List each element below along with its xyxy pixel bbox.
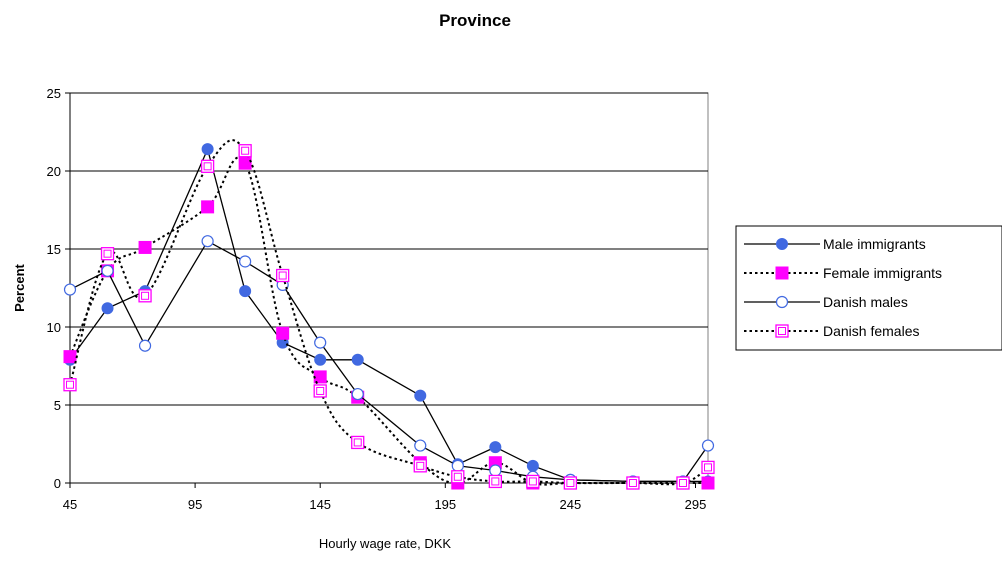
legend-marker-danish-females-inner <box>778 327 786 335</box>
data-point-danish-females <box>451 470 465 484</box>
data-point-danish-females <box>563 476 578 490</box>
data-point-male-immigrants <box>414 389 427 402</box>
legend: Male immigrants Female immigrants Danish m… <box>735 225 1002 351</box>
data-point-danish-females-inner <box>203 162 212 171</box>
data-point-danish-females <box>238 144 252 158</box>
data-point-female-immigrants <box>701 476 715 490</box>
data-point-danish-males <box>101 264 114 277</box>
plot-area: 0 5 10 15 20 25 45 95 145 195 245 295 <box>47 86 715 512</box>
data-point-male-immigrants <box>101 302 114 315</box>
data-point-female-immigrants <box>201 200 215 214</box>
data-point-female-immigrants <box>63 350 77 364</box>
data-point-female-immigrants <box>276 326 290 340</box>
data-point-danish-females <box>626 476 640 490</box>
data-point-danish-males <box>701 439 715 452</box>
data-point-danish-females-inner <box>353 438 362 447</box>
y-axis-title: Percent <box>12 263 27 311</box>
data-point-danish-males <box>489 464 502 477</box>
legend-marker-male-immigrants <box>776 238 788 250</box>
series-line-danish-males <box>69 240 709 483</box>
data-point-male-immigrants <box>314 353 327 366</box>
y-tick-label: 20 <box>47 164 61 179</box>
data-point-danish-females <box>63 378 77 392</box>
data-point-danish-females <box>526 474 540 489</box>
data-point-female-immigrants <box>313 370 327 384</box>
x-tick-label: 295 <box>685 497 707 512</box>
chart-title: Province <box>439 11 511 30</box>
data-point-danish-females-inner <box>241 146 250 155</box>
data-point-danish-females-inner <box>528 477 537 486</box>
data-point-danish-females <box>276 268 290 283</box>
data-point-male-immigrants <box>489 441 502 454</box>
data-point-danish-females-inner <box>566 479 575 487</box>
y-tick-label: 25 <box>47 86 61 101</box>
data-point-female-immigrants <box>138 240 152 254</box>
data-point-danish-males <box>314 336 327 349</box>
x-tick-label: 195 <box>434 497 456 512</box>
data-point-male-immigrants <box>239 285 252 298</box>
data-point-danish-females <box>100 247 115 261</box>
data-point-danish-females <box>138 289 152 303</box>
legend-marker-danish-females <box>775 324 789 338</box>
x-tick-label: 45 <box>63 497 77 512</box>
data-point-danish-males <box>351 387 364 401</box>
data-point-male-immigrants <box>201 143 214 156</box>
data-point-danish-females-inner <box>453 472 462 481</box>
legend-label-male-immigrants: Male immigrants <box>823 236 926 252</box>
legend-label-danish-males: Danish males <box>823 294 908 310</box>
data-point-danish-females <box>488 474 502 489</box>
data-point-danish-females-inner <box>416 461 425 470</box>
data-point-danish-females-inner <box>491 477 500 486</box>
legend-label-female-immigrants: Female immigrants <box>823 265 942 281</box>
x-tick-label: 245 <box>560 497 582 512</box>
y-tick-label: 10 <box>47 320 61 335</box>
data-point-danish-females <box>351 435 365 450</box>
legend-marker-female-immigrants <box>775 266 789 280</box>
data-point-danish-females-inner <box>66 380 74 389</box>
data-point-danish-females <box>313 384 327 398</box>
data-point-male-immigrants <box>351 353 364 366</box>
x-tick-label: 95 <box>188 497 202 512</box>
data-point-danish-males <box>451 459 464 472</box>
plot-frame <box>69 92 709 484</box>
y-tick-label: 15 <box>47 242 61 257</box>
y-tick-label: 0 <box>54 476 61 491</box>
x-axis-title: Hourly wage rate, DKK <box>319 536 452 551</box>
data-point-danish-females <box>701 460 715 475</box>
data-point-danish-males <box>138 339 152 352</box>
data-point-danish-females-inner <box>628 479 637 487</box>
data-point-danish-females <box>413 459 427 473</box>
x-tick-label: 145 <box>309 497 331 512</box>
data-point-male-immigrants <box>526 459 539 472</box>
data-point-danish-females-inner <box>103 249 112 258</box>
data-point-danish-males <box>63 283 77 296</box>
data-point-danish-females <box>200 159 215 173</box>
data-point-danish-females-inner <box>678 479 687 487</box>
data-point-danish-males <box>201 235 214 248</box>
data-point-danish-females <box>676 476 690 490</box>
data-point-danish-males <box>414 439 427 452</box>
data-point-danish-females-inner <box>141 291 150 300</box>
series-danish-females <box>63 139 715 490</box>
data-point-danish-females-inner <box>316 386 325 395</box>
data-point-danish-females-inner <box>704 463 712 472</box>
data-point-female-immigrants <box>238 156 252 170</box>
legend-label-danish-females: Danish females <box>823 323 920 339</box>
y-tick-label: 5 <box>54 398 61 413</box>
data-point-danish-females-inner <box>278 271 287 280</box>
legend-marker-danish-males <box>775 295 789 309</box>
data-point-danish-males <box>239 255 252 268</box>
